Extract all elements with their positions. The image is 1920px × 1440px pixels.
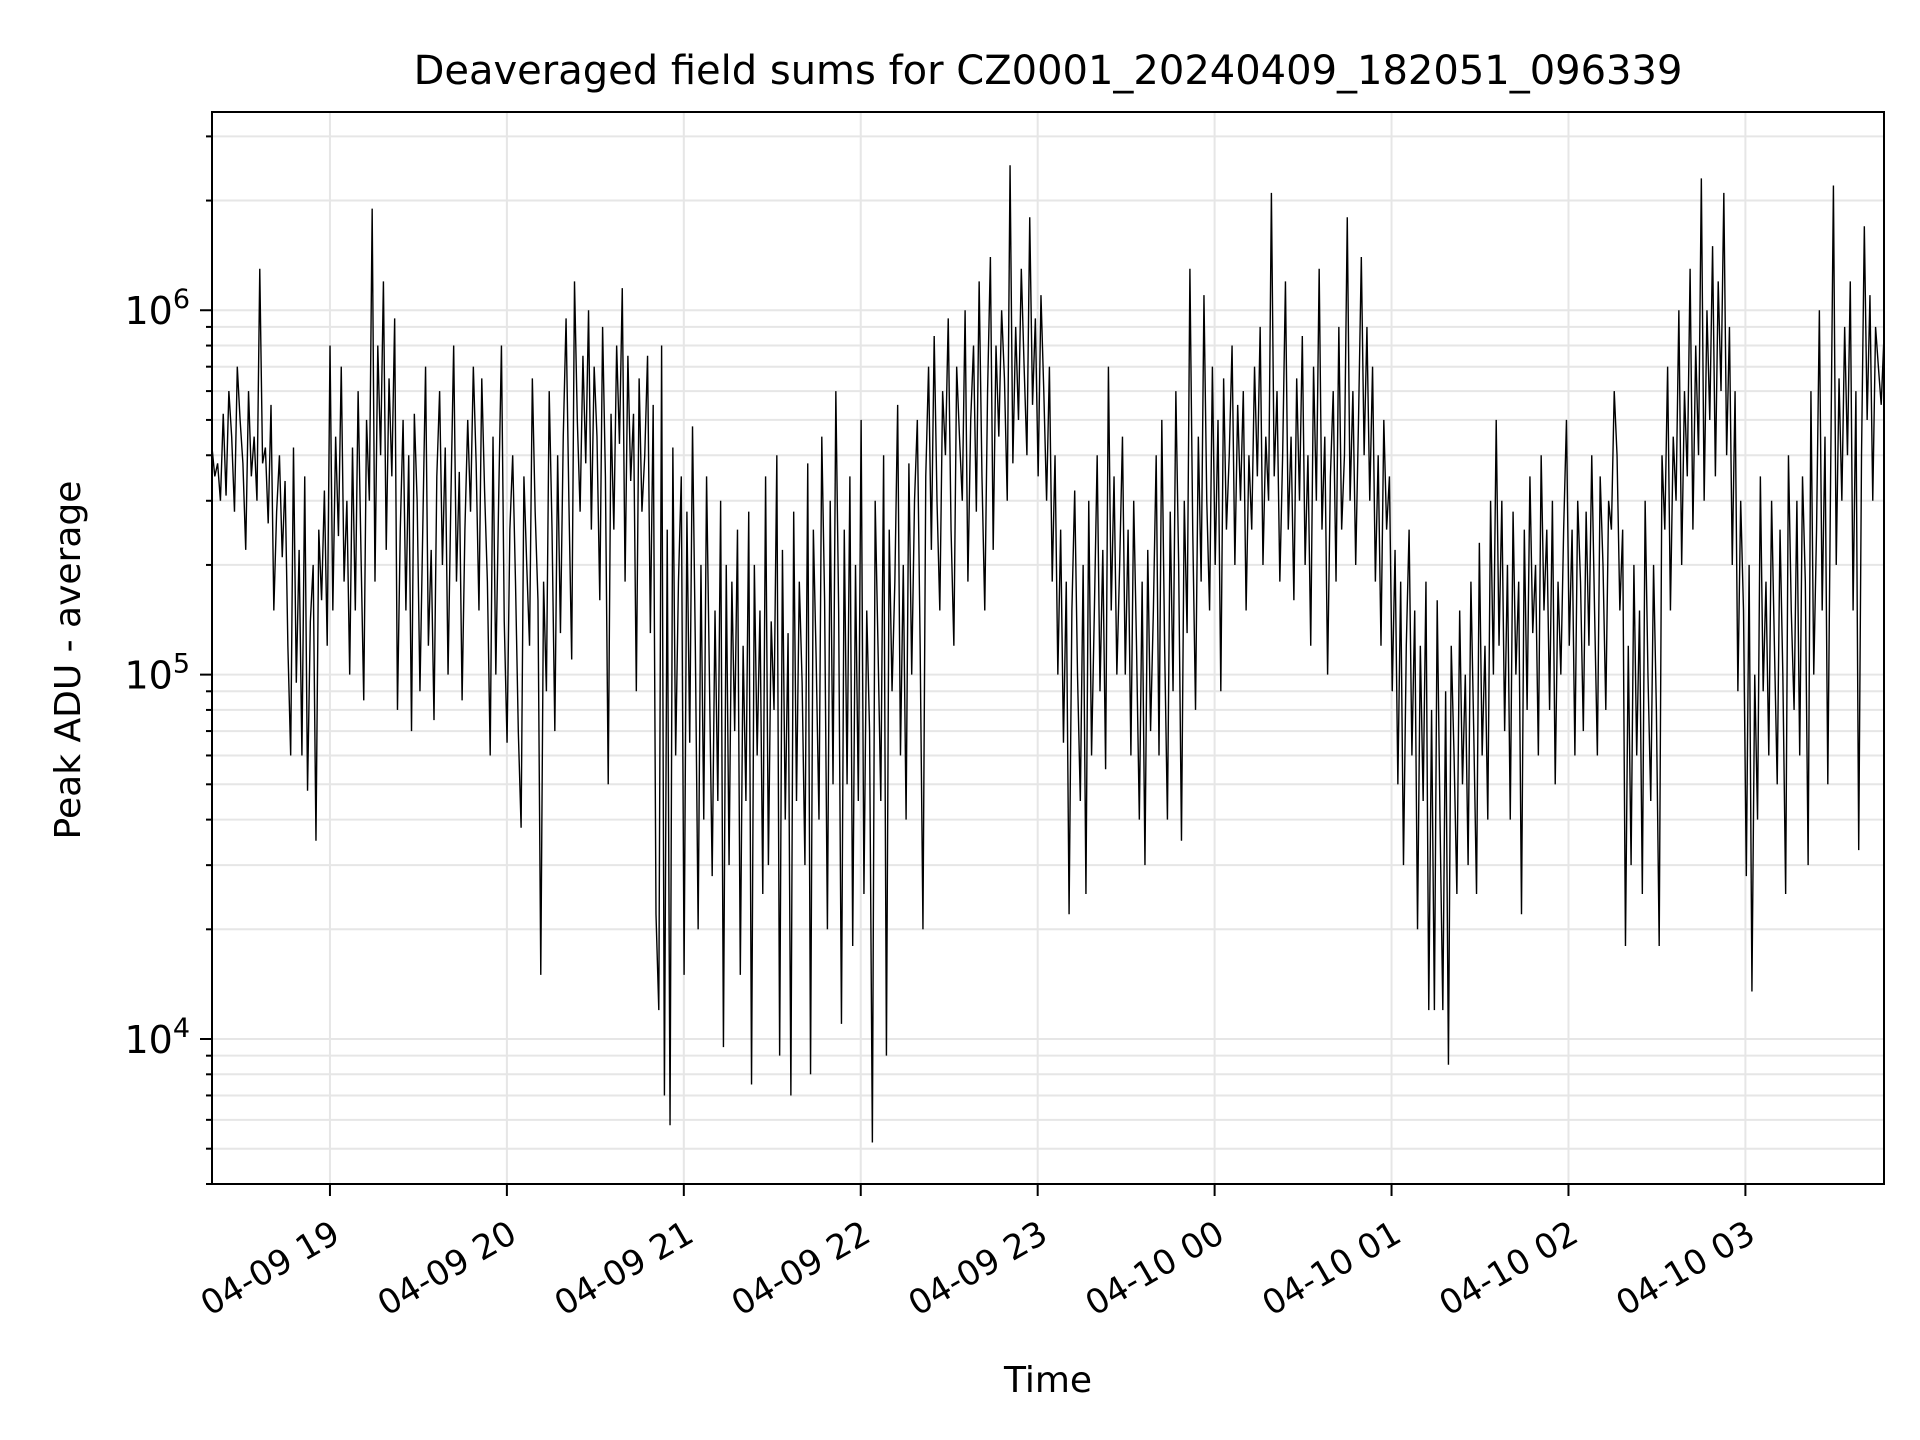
x-tick-label: 04-09 23 (902, 1213, 1054, 1324)
y-tick-label: 105 (124, 649, 190, 698)
x-tick-label: 04-09 22 (725, 1213, 877, 1324)
x-tick-label: 04-10 03 (1610, 1213, 1762, 1324)
series-layer (211, 165, 1885, 1143)
x-tick-label: 04-10 01 (1256, 1213, 1408, 1324)
y-tick-label: 106 (124, 284, 190, 333)
chart-title: Deaveraged field sums for CZ0001_2024040… (414, 48, 1683, 94)
y-tick-label: 104 (124, 1013, 190, 1062)
y-axis-label: Peak ADU - average (48, 481, 89, 840)
x-tick-label: 04-10 02 (1433, 1213, 1585, 1324)
x-axis-label: Time (1003, 1360, 1092, 1401)
x-tick-label: 04-09 19 (194, 1213, 346, 1324)
x-tick-label: 04-09 21 (548, 1213, 700, 1324)
x-tick-label: 04-10 00 (1079, 1213, 1231, 1324)
plot-frame (211, 111, 1885, 1185)
x-tick-label: 04-09 20 (371, 1213, 523, 1324)
series-line (211, 165, 1885, 1143)
